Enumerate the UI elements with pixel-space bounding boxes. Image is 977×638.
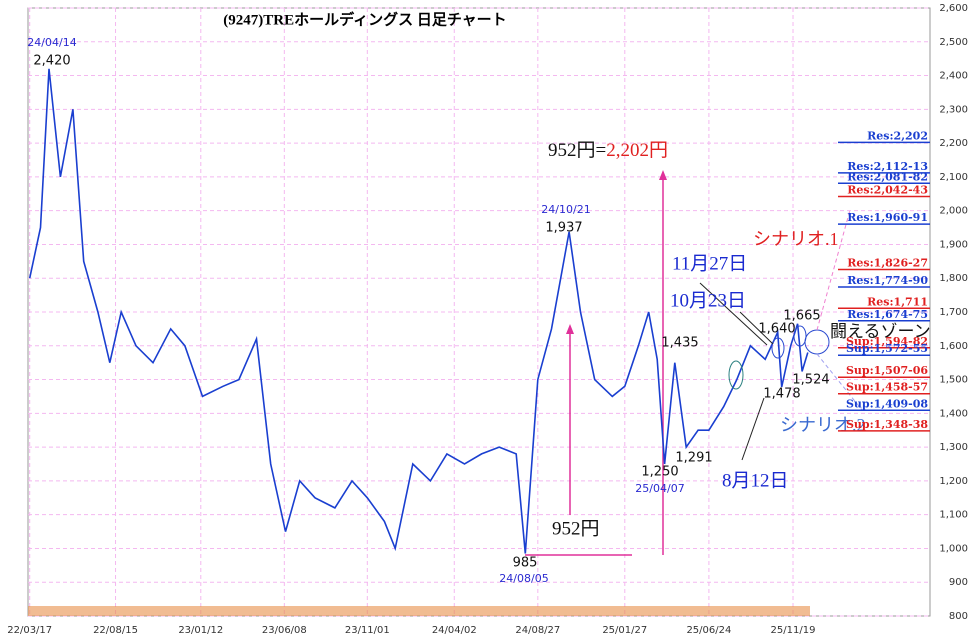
- annotation: 24/10/21: [541, 203, 590, 216]
- arrow-head: [659, 170, 667, 180]
- annotation: 闘えるゾーン: [830, 322, 931, 341]
- marker: [793, 325, 807, 347]
- annotation: 25/04/07: [635, 482, 684, 495]
- level-label: Res:1,826-27: [847, 256, 928, 269]
- pointer: [739, 311, 774, 345]
- annotation: 1,665: [783, 309, 820, 324]
- y-tick-label: 2,500: [939, 37, 968, 48]
- annotation: 1,640: [758, 322, 795, 337]
- x-tick-label: 23/01/12: [178, 625, 223, 636]
- x-tick-label: 25/01/27: [602, 625, 647, 636]
- x-tick-label: 22/03/17: [7, 625, 52, 636]
- y-tick-label: 2,200: [939, 138, 968, 149]
- y-tick-label: 1,300: [939, 442, 968, 453]
- annotation: 952円=2,202円: [548, 140, 668, 161]
- annotation: 1,524: [792, 373, 829, 388]
- marker: [728, 360, 744, 390]
- y-tick-label: 1,100: [939, 510, 968, 521]
- y-tick-label: 1,500: [939, 375, 968, 386]
- y-tick-label: 1,700: [939, 307, 968, 318]
- level-label: Res:2,042-43: [847, 183, 928, 196]
- pointer: [699, 282, 768, 346]
- level-label: Res:2,112-13: [847, 160, 928, 173]
- annotation: 1,937: [545, 221, 582, 236]
- annotation-part: 2,202円: [606, 140, 668, 161]
- y-tick-label: 1,400: [939, 408, 968, 419]
- annotation: シナリオ.2: [780, 415, 866, 435]
- x-tick-label: 22/08/15: [93, 625, 138, 636]
- y-tick-label: 1,600: [939, 341, 968, 352]
- annotation: 2,420: [33, 54, 70, 69]
- pointer: [741, 397, 765, 461]
- volume-band: [28, 606, 810, 616]
- level-label: Res:2,081-82: [847, 170, 928, 183]
- level-label: Res:1,674-75: [847, 308, 928, 321]
- y-tick-label: 900: [949, 577, 968, 588]
- x-tick-label: 24/08/27: [515, 625, 560, 636]
- annotation-part: 952円=: [548, 140, 606, 161]
- annotation: シナリオ.1: [753, 229, 839, 249]
- level-label: Sup:1,458-57: [846, 381, 928, 394]
- annotation: 10月23日: [670, 290, 746, 311]
- y-tick-label: 2,100: [939, 172, 968, 183]
- arrow-head: [566, 324, 574, 334]
- x-tick-label: 25/06/24: [686, 625, 731, 636]
- level-label: Sup:1,507-06: [846, 364, 928, 377]
- annotation: 1,250: [641, 465, 678, 480]
- annotation: 24/08/05: [499, 572, 548, 585]
- x-tick-label: 23/11/01: [345, 625, 390, 636]
- level-label: Res:1,711: [867, 295, 928, 308]
- level-label: Sup:1,348-38: [846, 418, 928, 431]
- level-label: Res:1,774-90: [847, 274, 928, 287]
- y-tick-label: 1,200: [939, 476, 968, 487]
- annotation: 1,478: [763, 387, 800, 402]
- level-label: Res:1,960-91: [847, 211, 928, 224]
- y-tick-label: 1,900: [939, 239, 968, 250]
- marker: [771, 337, 785, 359]
- level-label: Sup:1,572-55: [846, 342, 928, 355]
- x-tick-label: 25/11/19: [771, 625, 816, 636]
- y-tick-label: 1,800: [939, 273, 968, 284]
- price-line: [28, 68, 809, 554]
- y-tick-label: 1,000: [939, 543, 968, 554]
- level-label: Sup:1,409-08: [846, 397, 928, 410]
- chart-title: (9247)TREホールディングス 日足チャート: [223, 10, 506, 28]
- annotation: 24/04/14: [27, 36, 76, 49]
- annotation: 1,291: [675, 451, 712, 466]
- scenario-path: [816, 353, 863, 411]
- x-tick-label: 24/04/02: [432, 625, 477, 636]
- y-tick-label: 2,600: [939, 3, 968, 14]
- y-tick-label: 2,300: [939, 104, 968, 115]
- y-tick-label: 2,400: [939, 71, 968, 82]
- y-tick-label: 2,000: [939, 206, 968, 217]
- annotation: 11月27日: [672, 253, 747, 274]
- annotation: 952円: [552, 518, 600, 539]
- annotation: 8月12日: [722, 470, 789, 491]
- x-tick-label: 23/06/08: [262, 625, 307, 636]
- annotation: 985: [513, 556, 538, 571]
- annotation: 1,435: [661, 336, 698, 351]
- level-label: Res:2,202: [867, 129, 928, 142]
- level-label: Sup:1,594-82: [846, 335, 928, 348]
- y-tick-label: 800: [949, 611, 968, 622]
